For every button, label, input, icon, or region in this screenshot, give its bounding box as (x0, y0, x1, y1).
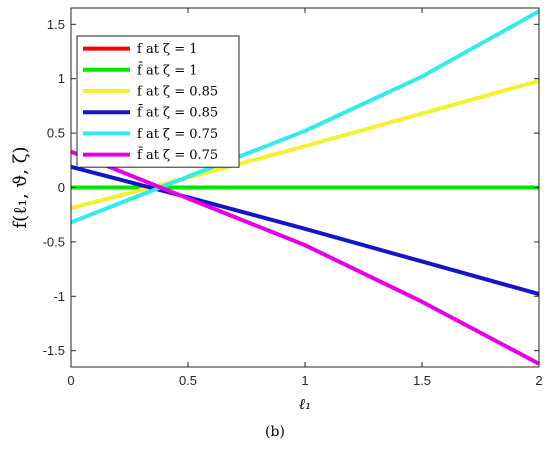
x-axis-label: ℓ₁ (299, 395, 311, 413)
x-tick-label: 2 (535, 373, 542, 388)
y-tick-label: -0.5 (43, 234, 65, 249)
y-tick-label: 0.5 (47, 126, 65, 141)
figure-caption: (b) (265, 424, 285, 440)
legend-label-3: f at ζ = 0.85 (137, 85, 218, 100)
legend-label-6: f̄ at ζ = 0.75 (137, 146, 218, 163)
y-tick-label: -1 (53, 289, 65, 304)
legend-box (76, 35, 240, 168)
y-tick-label: 1 (58, 71, 65, 86)
x-tick-label: 1 (301, 373, 308, 388)
y-tick-label: -1.5 (43, 343, 65, 358)
series-line-6 (70, 149, 540, 366)
series-line-4 (70, 164, 540, 297)
y-axis-label: f(ℓ₁, ϑ, ζ) (10, 146, 31, 228)
x-tick-label: 0 (67, 373, 74, 388)
x-tick-label: 0.5 (179, 373, 197, 388)
y-tick-label: 0 (58, 180, 65, 195)
legend-label-4: f̄ at ζ = 0.85 (137, 104, 218, 121)
legend-label-1: f at ζ = 1 (137, 42, 198, 57)
y-tick-label: 1.5 (47, 17, 65, 32)
x-tick-label: 1.5 (413, 373, 431, 388)
series-line-5 (70, 9, 540, 225)
legend-label-2: f̄ at ζ = 1 (137, 61, 198, 78)
legend-label-5: f at ζ = 0.75 (137, 127, 218, 142)
